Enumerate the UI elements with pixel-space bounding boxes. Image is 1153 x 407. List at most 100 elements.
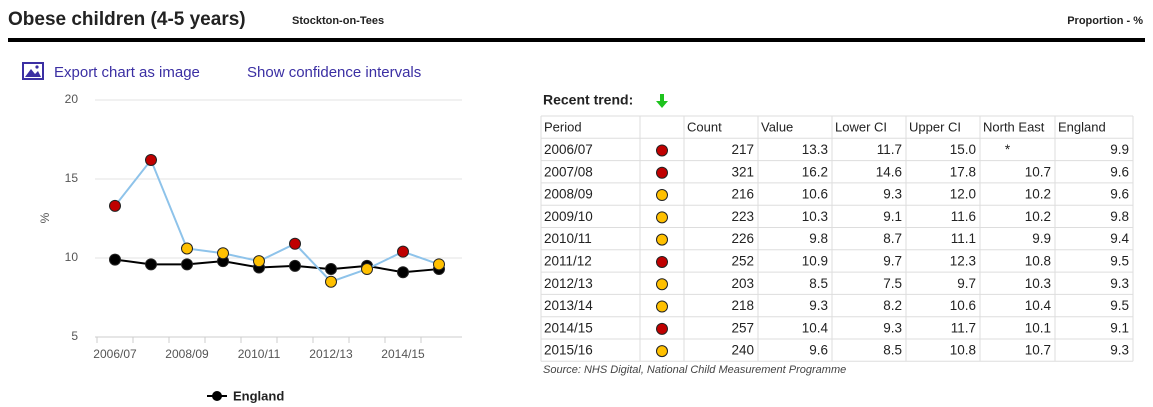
cell: 9.4 xyxy=(1110,231,1129,246)
cell: 240 xyxy=(731,343,754,358)
row-marker xyxy=(656,189,668,202)
cell: 203 xyxy=(731,276,754,291)
plot: 5 10 15 20 2006/07 2008/09 2010/11 2012/13 2014/… xyxy=(65,92,462,403)
y-tick-label: 10 xyxy=(65,250,79,264)
point xyxy=(145,154,157,167)
cell: 2013/14 xyxy=(544,298,593,313)
row-marker xyxy=(656,278,668,291)
point xyxy=(109,199,121,212)
cell: 9.3 xyxy=(883,320,902,335)
column-header: Lower CI xyxy=(835,120,887,135)
column-header: Value xyxy=(761,120,793,135)
export-icon[interactable] xyxy=(22,62,44,80)
cell: 11.1 xyxy=(951,231,976,246)
cell: 16.2 xyxy=(802,164,828,179)
cell: 9.6 xyxy=(1110,187,1129,202)
export-link[interactable]: Export chart as image xyxy=(54,64,200,81)
cell: 10.2 xyxy=(1025,209,1051,224)
cell: 2008/09 xyxy=(544,187,593,202)
cell: 12.0 xyxy=(950,187,976,202)
unit: Proportion - % xyxy=(1067,15,1143,27)
cell: 7.5 xyxy=(883,276,902,291)
cell: 9.8 xyxy=(809,231,828,246)
cell: 10.3 xyxy=(1025,276,1051,291)
x-tick-label: 2010/11 xyxy=(238,347,281,361)
cell: 9.3 xyxy=(809,298,828,313)
cell: 10.9 xyxy=(802,254,828,269)
cell: 2014/15 xyxy=(544,320,593,335)
x-tick-label: 2014/15 xyxy=(381,347,425,361)
point xyxy=(217,247,229,260)
row-marker xyxy=(656,211,668,224)
trend-label: Recent trend: xyxy=(543,92,633,108)
cell: 9.1 xyxy=(1110,320,1129,335)
cell: 9.3 xyxy=(1110,276,1129,291)
cell: 10.6 xyxy=(802,187,828,202)
y-tick-label: 20 xyxy=(65,92,79,106)
cell: 11.6 xyxy=(951,209,976,224)
row-marker xyxy=(656,322,668,335)
point xyxy=(325,263,337,276)
column-header: North East xyxy=(983,120,1045,135)
row-marker xyxy=(656,255,668,268)
point xyxy=(397,266,409,279)
trend-arrow xyxy=(656,94,668,108)
cell: 15.0 xyxy=(950,142,976,157)
cell: 8.7 xyxy=(883,231,902,246)
cell: 11.7 xyxy=(951,320,976,335)
data-table: Recent trend: Period Count Value Lower CI Up… xyxy=(540,92,1134,376)
point xyxy=(397,245,409,258)
cell: 223 xyxy=(731,209,754,224)
cell: 9.9 xyxy=(1110,142,1129,157)
legend-marker xyxy=(212,391,222,401)
cell: 257 xyxy=(731,320,754,335)
x-tick-label: 2008/09 xyxy=(165,347,209,361)
cell: 10.4 xyxy=(802,320,829,335)
cell: 10.2 xyxy=(1025,187,1051,202)
point xyxy=(253,255,265,268)
y-axis-label: % xyxy=(38,212,52,223)
legend-label: England xyxy=(233,388,284,403)
point xyxy=(361,263,373,276)
cell: 13.3 xyxy=(802,142,828,157)
cell: 252 xyxy=(731,254,754,269)
point xyxy=(181,242,193,255)
cell: 14.6 xyxy=(876,164,902,179)
cell: 218 xyxy=(731,298,754,313)
cell: 8.5 xyxy=(809,276,828,291)
cell: 9.3 xyxy=(1110,343,1129,358)
cell: 9.6 xyxy=(1110,164,1129,179)
row-marker xyxy=(656,233,668,246)
cell: 2007/08 xyxy=(544,164,593,179)
cell: 321 xyxy=(731,164,754,179)
cell: 9.5 xyxy=(1110,254,1129,269)
cell: 10.6 xyxy=(950,298,976,313)
point xyxy=(289,237,301,250)
cell: 9.8 xyxy=(1110,209,1129,224)
area: Stockton-on-Tees xyxy=(292,15,384,27)
cell: 11.7 xyxy=(877,142,902,157)
source: Source: NHS Digital, National Child Meas… xyxy=(543,364,846,376)
cell: 12.3 xyxy=(950,254,976,269)
cell: 2009/10 xyxy=(544,209,593,224)
cell: 216 xyxy=(731,187,754,202)
cell: * xyxy=(1005,142,1011,157)
cell: 2006/07 xyxy=(544,142,593,157)
cell: 9.1 xyxy=(883,209,902,224)
column-header: England xyxy=(1058,120,1106,135)
point xyxy=(181,258,193,271)
cell: 217 xyxy=(731,142,754,157)
cell: 9.3 xyxy=(883,187,902,202)
cell: 2010/11 xyxy=(544,231,592,246)
cell: 9.9 xyxy=(1032,231,1051,246)
row-marker xyxy=(656,166,668,179)
cell: 10.7 xyxy=(1025,343,1051,358)
ci-link[interactable]: Show confidence intervals xyxy=(247,64,421,81)
x-tick-label: 2006/07 xyxy=(93,347,137,361)
cell: 10.4 xyxy=(1025,298,1052,313)
column-header: Count xyxy=(687,120,722,135)
cell: 8.2 xyxy=(883,298,902,313)
cell: 9.5 xyxy=(1110,298,1129,313)
point xyxy=(433,258,445,271)
